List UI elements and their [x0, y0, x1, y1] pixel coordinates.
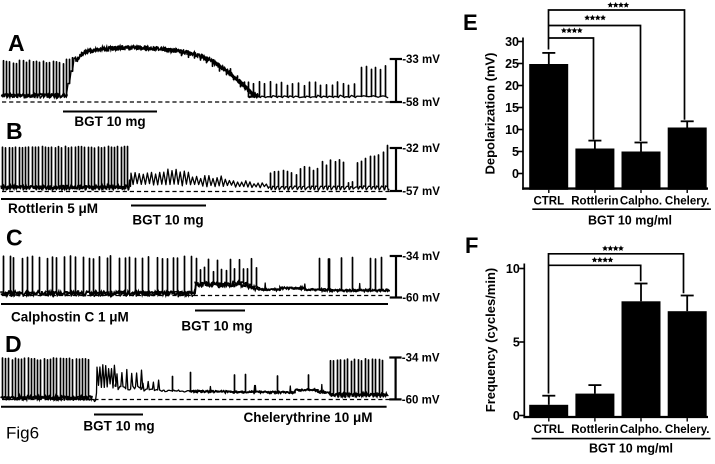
svg-text:Calpho.: Calpho. [620, 424, 662, 436]
svg-text:0: 0 [513, 409, 520, 423]
svg-text:20: 20 [505, 79, 519, 93]
svg-text:5: 5 [513, 335, 520, 349]
svg-text:Rottlerin: Rottlerin [571, 424, 618, 436]
svg-text:BGT 10 mg: BGT 10 mg [83, 419, 154, 434]
svg-text:-34 mV: -34 mV [402, 251, 440, 263]
svg-text:-57 mV: -57 mV [402, 186, 440, 198]
svg-text:BGT 10 mg: BGT 10 mg [132, 213, 203, 228]
svg-text:Chelery.: Chelery. [665, 424, 710, 436]
svg-text:Chelery.: Chelery. [665, 195, 710, 207]
svg-text:BGT 10 mg: BGT 10 mg [181, 319, 252, 334]
svg-text:25: 25 [505, 57, 519, 71]
svg-text:-34 mV: -34 mV [402, 353, 440, 365]
svg-text:15: 15 [505, 101, 519, 115]
svg-text:Calphostin C 1 μM: Calphostin C 1 μM [11, 310, 129, 325]
svg-text:A: A [8, 30, 25, 56]
svg-text:BGT 10 mg/ml: BGT 10 mg/ml [588, 214, 672, 228]
svg-text:BGT 10 mg: BGT 10 mg [74, 114, 145, 129]
svg-text:Frequency (cycles/min): Frequency (cycles/min) [483, 268, 498, 413]
svg-text:-58 mV: -58 mV [402, 97, 440, 109]
svg-text:F: F [465, 233, 478, 258]
svg-text:CTRL: CTRL [533, 195, 564, 207]
svg-text:Rottlerin 5 μM: Rottlerin 5 μM [8, 201, 98, 216]
svg-text:0: 0 [512, 167, 519, 181]
svg-text:-60 mV: -60 mV [402, 395, 440, 407]
svg-text:5: 5 [512, 145, 519, 159]
svg-text:30: 30 [505, 35, 519, 49]
svg-text:Rottlerin: Rottlerin [571, 195, 618, 207]
svg-text:Calpho.: Calpho. [620, 195, 662, 207]
svg-text:BGT 10 mg/ml: BGT 10 mg/ml [589, 442, 673, 456]
svg-text:Chelerythrine 10 μM: Chelerythrine 10 μM [243, 410, 372, 425]
svg-text:CTRL: CTRL [533, 424, 564, 436]
svg-text:C: C [6, 225, 23, 251]
svg-text:D: D [5, 331, 22, 357]
svg-text:-32 mV: -32 mV [402, 143, 440, 155]
svg-text:Fig6: Fig6 [6, 424, 39, 443]
svg-text:10: 10 [506, 262, 520, 276]
svg-text:10: 10 [505, 123, 519, 137]
svg-text:Depolarization (mV): Depolarization (mV) [482, 52, 497, 174]
svg-text:B: B [6, 118, 23, 144]
svg-text:-33 mV: -33 mV [402, 54, 440, 66]
svg-text:E: E [463, 10, 478, 35]
svg-text:-60 mV: -60 mV [402, 293, 440, 305]
